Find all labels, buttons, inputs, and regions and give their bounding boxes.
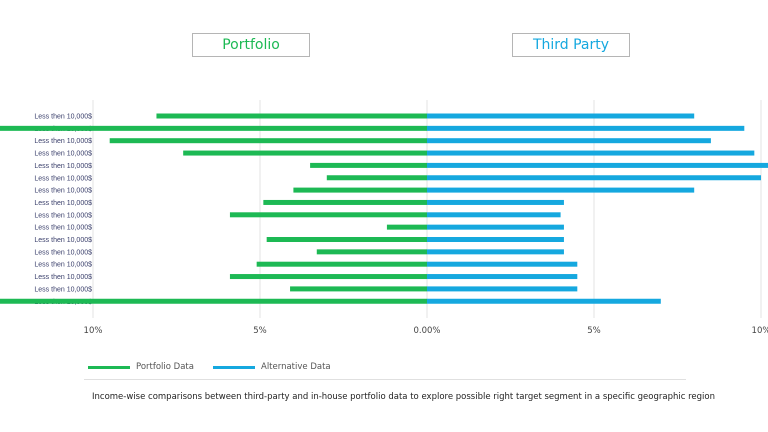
category-label: Less then 10,000$ <box>34 188 92 195</box>
portfolio-bar <box>326 175 427 181</box>
alternative-bar <box>427 212 561 218</box>
portfolio-bar <box>310 162 427 168</box>
legend-portfolio-swatch <box>88 365 130 369</box>
category-label: Less then 10,000$ <box>34 200 92 207</box>
portfolio-bar <box>386 224 427 230</box>
category-label: Less then 10,000$ <box>34 262 92 269</box>
portfolio-bar <box>229 274 427 280</box>
x-tick-label: 5% <box>587 326 601 336</box>
alternative-bar <box>427 261 578 267</box>
portfolio-header: Portfolio <box>192 33 310 57</box>
alternative-bar <box>427 199 564 205</box>
category-label: Less then 10,000$ <box>34 225 92 232</box>
portfolio-bar <box>266 237 427 242</box>
category-label: Less then 10,000$ <box>34 237 92 244</box>
portfolio-bar <box>263 199 427 205</box>
legend-alternative: Alternative Data <box>213 362 331 372</box>
category-label: Less then 10,000$ <box>34 274 92 281</box>
category-label: Less then 10,000$ <box>34 163 92 170</box>
portfolio-bar <box>316 249 427 255</box>
alternative-bar <box>427 249 564 255</box>
category-label: Less then 10,000$ <box>34 151 92 158</box>
third-party-header-label: Third Party <box>532 37 610 53</box>
category-label: Less then 10,000$ <box>34 286 92 293</box>
alternative-bar <box>427 113 695 119</box>
portfolio-bar <box>290 286 427 292</box>
alternative-bar <box>427 175 761 181</box>
portfolio-bar <box>0 125 427 131</box>
alternative-bar <box>427 187 695 193</box>
portfolio-bar <box>0 298 427 304</box>
third-party-header: Third Party <box>512 33 630 57</box>
x-tick-label: 10% <box>752 326 768 336</box>
portfolio-bar <box>183 150 427 156</box>
x-tick-label: 5% <box>253 326 267 336</box>
x-tick-label: 0.00% <box>413 326 440 336</box>
alternative-bar <box>427 224 564 230</box>
legend-alternative-label: Alternative Data <box>261 362 331 372</box>
category-label: Less then 10,000$ <box>34 114 92 121</box>
alternative-bar <box>427 162 768 168</box>
alternative-bar <box>427 237 564 242</box>
alternative-bar <box>427 286 578 292</box>
portfolio-header-label: Portfolio <box>222 37 280 53</box>
x-tick-label: 10% <box>84 326 103 336</box>
diverging-bar-chart: 20%15%10%5%0.00%5%10%15%Less then 10,000… <box>0 100 768 336</box>
legend-alternative-swatch <box>213 365 255 369</box>
alternative-bar <box>427 298 661 304</box>
legend-portfolio-label: Portfolio Data <box>136 362 194 372</box>
portfolio-bar <box>229 212 427 218</box>
alternative-bar <box>427 150 755 156</box>
category-label: Less then 10,000$ <box>34 212 92 219</box>
portfolio-bar <box>293 187 427 193</box>
portfolio-bar <box>256 261 427 267</box>
category-label: Less then 10,000$ <box>34 138 92 145</box>
portfolio-bar <box>156 113 427 119</box>
legend-portfolio: Portfolio Data <box>88 362 194 372</box>
alternative-bar <box>427 274 578 280</box>
alternative-bar <box>427 138 711 144</box>
category-label: Less then 10,000$ <box>34 175 92 182</box>
divider-line <box>84 379 686 380</box>
alternative-bar <box>427 125 745 131</box>
category-label: Less then 10,000$ <box>34 249 92 256</box>
portfolio-bar <box>109 138 427 144</box>
chart-caption: Income-wise comparisons between third-pa… <box>92 392 715 402</box>
